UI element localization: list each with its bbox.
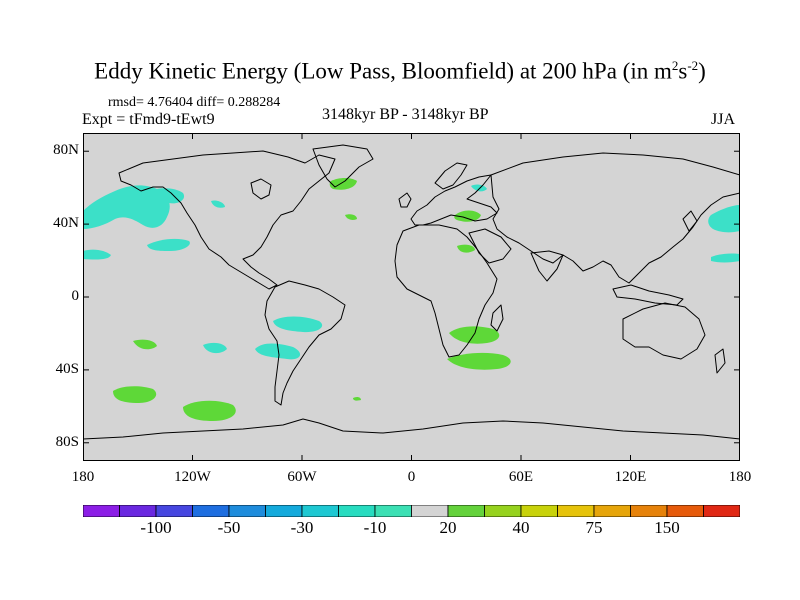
coastline-indonesia	[612, 284, 684, 306]
lon-tick-label: 180	[728, 469, 752, 485]
anomaly-patch-bay-of-bengal	[203, 342, 227, 354]
anomaly-patch-hawaii	[83, 249, 111, 260]
stats-line: rmsd= 4.76404 diff= 0.288284	[108, 95, 281, 110]
colorbar-label: -10	[363, 518, 387, 537]
coastline-scandinavia	[434, 162, 468, 190]
world-map	[83, 133, 740, 461]
coastline-japan	[682, 210, 698, 232]
colorbar-swatch	[411, 505, 449, 517]
colorbar-swatch	[666, 505, 704, 517]
colorbar-label: 40	[512, 518, 530, 537]
anomaly-patch-south-pacific-west-of-chile	[255, 343, 301, 360]
anomaly-patch-southern-ocean-pacific-1	[113, 386, 157, 403]
lon-tick-label: 0	[407, 469, 416, 485]
coastline-british-isles	[398, 192, 412, 208]
colorbar-swatch	[630, 505, 668, 517]
lon-tick-label: 120W	[174, 469, 211, 485]
colorbar-swatch	[703, 505, 740, 517]
positive-anomaly-layer	[113, 178, 511, 421]
colorbar-label: 75	[585, 518, 603, 537]
anomaly-patch-arabia	[457, 244, 475, 253]
coastline-new-zealand	[714, 348, 726, 374]
coastline-greenland	[312, 144, 374, 188]
map-background	[83, 133, 740, 461]
anomaly-patch-south-atlantic-small	[353, 396, 361, 401]
colorbar-label: 20	[439, 518, 457, 537]
experiment-label: Expt = tFmd9-tEwt9	[82, 111, 215, 128]
colorbar-label: -100	[140, 518, 172, 537]
anomaly-patch-greenland-east	[329, 178, 357, 190]
period-label: 3148kyr BP - 3148kyr BP	[322, 106, 489, 123]
coastline-india	[530, 250, 564, 282]
colorbar-swatch	[301, 505, 339, 517]
negative-anomaly-layer	[83, 184, 740, 360]
colorbar-label: -30	[290, 518, 314, 537]
coastline-australia	[622, 302, 706, 360]
colorbar-label: 150	[654, 518, 680, 537]
lat-tick-label: 40N	[53, 215, 79, 232]
lat-tick-label: 40S	[55, 360, 79, 377]
colorbar-swatch	[265, 505, 303, 517]
plot-title: Eddy Kinetic Energy (Low Pass, Bloomfiel…	[94, 58, 706, 84]
lon-tick-label: 60W	[287, 469, 317, 485]
season-label: JJA	[711, 111, 736, 128]
lat-tick-label: 80N	[53, 142, 79, 159]
anomaly-patch-south-pacific-central	[133, 339, 157, 350]
colorbar-label: -50	[217, 518, 241, 537]
coastline-madagascar	[490, 304, 504, 332]
anomaly-patch-nw-pacific-japan	[708, 205, 740, 233]
colorbar-swatch	[374, 505, 412, 517]
anomaly-patch-indian-ocean-southwest	[447, 352, 511, 370]
colorbar-swatch	[593, 505, 631, 517]
lat-tick-label: 80S	[55, 433, 79, 450]
coastline-asia	[490, 152, 740, 284]
colorbar-swatch	[155, 505, 193, 517]
anomaly-patch-n-pacific-east	[83, 185, 170, 229]
anomaly-patch-alaska-gulf	[149, 188, 185, 204]
lon-tick-label: 120E	[614, 469, 647, 485]
lon-tick-label: 180	[71, 469, 95, 485]
coastline-arabia	[468, 228, 512, 264]
anomaly-patch-south-atlantic-east-of-argentina	[273, 316, 323, 333]
coastline-europe	[410, 174, 498, 226]
colorbar-swatch	[119, 505, 157, 517]
colorbar	[83, 505, 740, 517]
anomaly-patch-scandinavia-north	[471, 184, 487, 192]
coastline-africa	[394, 224, 498, 358]
anomaly-patch-ne-pacific-off-california	[147, 238, 190, 251]
axis-ticks	[83, 133, 740, 461]
coastline-south-america	[264, 280, 346, 406]
colorbar-swatch	[83, 505, 120, 517]
colorbar-swatch	[192, 505, 230, 517]
lat-tick-label: 0	[71, 288, 80, 304]
anomaly-patch-w-pacific-subtropics	[711, 253, 740, 263]
coastline-layer	[83, 144, 740, 440]
colorbar-swatch	[557, 505, 595, 517]
colorbar-swatch	[484, 505, 522, 517]
anomaly-patch-southern-ocean-pacific-2	[183, 400, 236, 421]
coastline-antarctica	[83, 418, 740, 440]
coastline-hudson-bay	[250, 178, 272, 200]
coastline-north-america	[118, 150, 336, 290]
anomaly-patch-canada-west	[211, 200, 225, 208]
anomaly-patch-mid-atlantic-north	[345, 214, 357, 220]
colorbar-swatch	[447, 505, 485, 517]
colorbar-swatch	[228, 505, 266, 517]
lon-tick-label: 60E	[508, 469, 534, 485]
colorbar-swatch	[338, 505, 376, 517]
colorbar-swatch	[520, 505, 558, 517]
anomaly-patch-black-sea	[454, 210, 481, 222]
